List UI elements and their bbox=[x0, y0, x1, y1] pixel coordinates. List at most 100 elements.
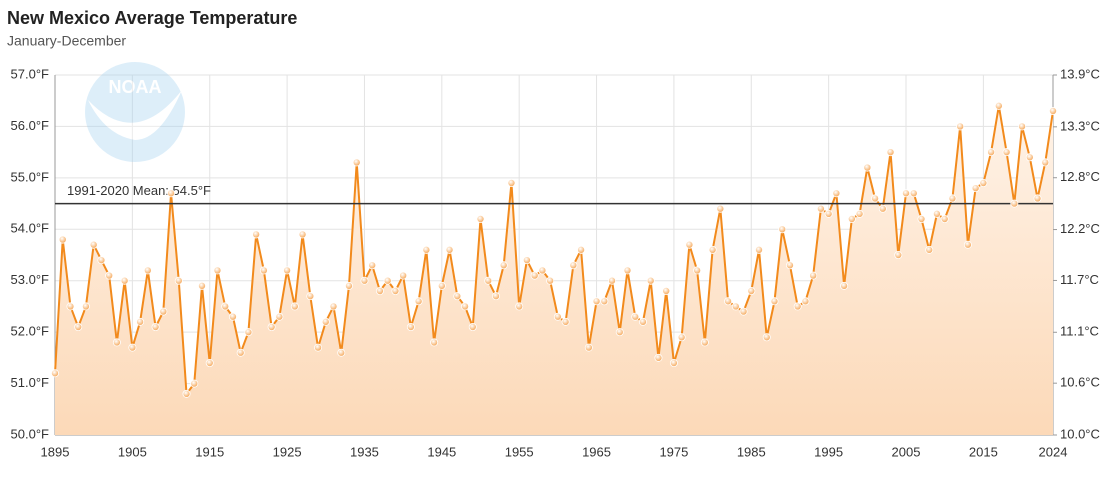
data-point bbox=[1033, 194, 1042, 203]
data-point bbox=[329, 302, 338, 311]
data-point bbox=[932, 209, 941, 218]
data-point bbox=[406, 322, 415, 331]
plot-area: 50.0°F 51.0°F 52.0°F 53.0°F 54.0°F 55.0°F 56.0… bbox=[11, 66, 1100, 459]
data-point bbox=[484, 276, 493, 285]
data-point bbox=[182, 389, 191, 398]
data-point bbox=[1010, 199, 1019, 208]
data-point bbox=[337, 348, 346, 357]
data-point bbox=[453, 292, 462, 301]
data-point bbox=[81, 302, 90, 311]
data-point bbox=[522, 256, 531, 265]
data-point bbox=[321, 317, 330, 326]
data-point bbox=[631, 312, 640, 321]
data-point bbox=[909, 189, 918, 198]
x-tick-label: 2015 bbox=[969, 444, 998, 459]
data-point bbox=[491, 292, 500, 301]
y2-tick-label: 10.0°C bbox=[1060, 426, 1100, 441]
data-point bbox=[963, 240, 972, 249]
data-point bbox=[584, 343, 593, 352]
data-point bbox=[314, 343, 323, 352]
data-point bbox=[136, 317, 145, 326]
data-point bbox=[724, 297, 733, 306]
data-point bbox=[902, 189, 911, 198]
y-tick-label: 50.0°F bbox=[11, 426, 50, 441]
y-tick-label: 53.0°F bbox=[11, 272, 50, 287]
data-point bbox=[368, 261, 377, 270]
data-point bbox=[213, 266, 222, 275]
data-point bbox=[267, 322, 276, 331]
x-tick-label: 1975 bbox=[659, 444, 688, 459]
x-tick-label: 2024 bbox=[1039, 444, 1068, 459]
data-point bbox=[112, 338, 121, 347]
data-point bbox=[685, 240, 694, 249]
area bbox=[55, 105, 1053, 435]
data-point bbox=[716, 204, 725, 213]
data-point bbox=[375, 286, 384, 295]
x-tick-label: 1895 bbox=[41, 444, 70, 459]
y-tick-label: 56.0°F bbox=[11, 118, 50, 133]
data-point bbox=[994, 101, 1003, 110]
data-point bbox=[128, 343, 137, 352]
data-point bbox=[344, 281, 353, 290]
data-point bbox=[971, 184, 980, 193]
data-point bbox=[662, 286, 671, 295]
data-point bbox=[66, 302, 75, 311]
data-point bbox=[600, 297, 609, 306]
data-point bbox=[352, 158, 361, 167]
data-point bbox=[669, 358, 678, 367]
data-point bbox=[708, 245, 717, 254]
y-tick-label: 55.0°F bbox=[11, 169, 50, 184]
data-point bbox=[987, 148, 996, 157]
y-tick-label: 54.0°F bbox=[11, 221, 50, 236]
x-tick-label: 1945 bbox=[427, 444, 456, 459]
data-point bbox=[793, 302, 802, 311]
data-point bbox=[847, 214, 856, 223]
data-point bbox=[677, 333, 686, 342]
data-point bbox=[561, 317, 570, 326]
data-point bbox=[105, 271, 114, 280]
data-point bbox=[1018, 122, 1027, 131]
data-point bbox=[205, 358, 214, 367]
data-point bbox=[739, 307, 748, 316]
y2-tick-label: 12.2°C bbox=[1060, 221, 1100, 236]
data-point bbox=[948, 194, 957, 203]
data-point bbox=[97, 256, 106, 265]
data-point bbox=[414, 297, 423, 306]
data-point bbox=[693, 266, 702, 275]
data-point bbox=[530, 271, 539, 280]
data-point bbox=[878, 204, 887, 213]
x-tick-label: 2005 bbox=[892, 444, 921, 459]
data-point bbox=[167, 189, 176, 198]
data-point bbox=[89, 240, 98, 249]
x-tick-label: 1955 bbox=[505, 444, 534, 459]
data-point bbox=[151, 322, 160, 331]
data-point bbox=[252, 230, 261, 239]
data-point bbox=[816, 204, 825, 213]
y2-tick-label: 12.8°C bbox=[1060, 169, 1100, 184]
data-point bbox=[1025, 153, 1034, 162]
y2-tick-label: 11.7°C bbox=[1060, 272, 1099, 287]
x-tick-label: 1925 bbox=[273, 444, 302, 459]
data-point bbox=[785, 261, 794, 270]
data-point bbox=[159, 307, 168, 316]
data-point bbox=[925, 245, 934, 254]
x-tick-label: 1905 bbox=[118, 444, 147, 459]
data-point bbox=[1002, 148, 1011, 157]
data-point bbox=[143, 266, 152, 275]
y2-tick-label: 11.1°C bbox=[1060, 324, 1099, 339]
logo-text: NOAA bbox=[109, 77, 162, 97]
data-point bbox=[615, 328, 624, 337]
data-point bbox=[383, 276, 392, 285]
data-point bbox=[499, 261, 508, 270]
data-point bbox=[275, 312, 284, 321]
data-point bbox=[762, 333, 771, 342]
data-point bbox=[747, 286, 756, 295]
data-point bbox=[956, 122, 965, 131]
data-point bbox=[174, 276, 183, 285]
data-point bbox=[824, 209, 833, 218]
data-point bbox=[430, 338, 439, 347]
data-point bbox=[778, 225, 787, 234]
data-point bbox=[940, 214, 949, 223]
data-point bbox=[979, 178, 988, 187]
